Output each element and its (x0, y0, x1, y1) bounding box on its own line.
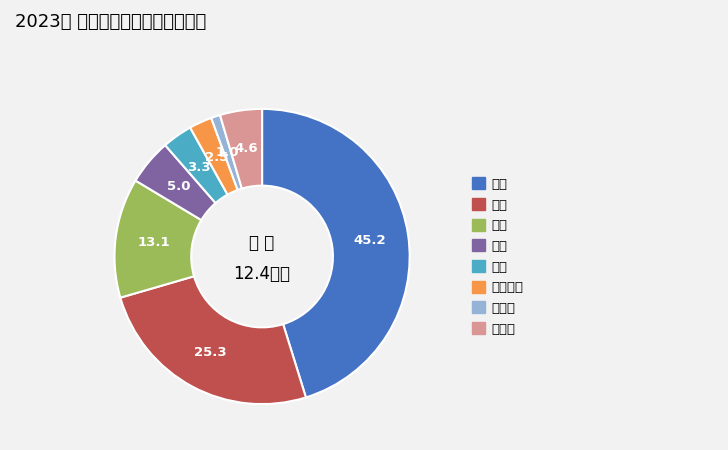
Wedge shape (262, 109, 410, 397)
Text: 5.0: 5.0 (167, 180, 190, 193)
Text: 総 額: 総 額 (250, 234, 274, 252)
Wedge shape (120, 276, 306, 404)
Text: 12.4億円: 12.4億円 (234, 265, 290, 283)
Text: 25.3: 25.3 (194, 346, 226, 359)
Text: 3.3: 3.3 (188, 161, 211, 174)
Wedge shape (211, 115, 242, 190)
Wedge shape (135, 145, 215, 220)
Wedge shape (114, 180, 202, 298)
Text: 1.0: 1.0 (216, 146, 240, 159)
Text: 2.5: 2.5 (205, 151, 228, 164)
Text: 4.6: 4.6 (234, 142, 258, 155)
Text: 2023年 輸出相手国のシェア（％）: 2023年 輸出相手国のシェア（％） (15, 14, 206, 32)
Text: 13.1: 13.1 (138, 236, 170, 249)
Legend: 台湾, 米国, 中国, 香港, 豪州, ベトナム, カナダ, その他: 台湾, 米国, 中国, 香港, 豪州, ベトナム, カナダ, その他 (472, 177, 523, 336)
Wedge shape (165, 128, 228, 203)
Wedge shape (190, 118, 237, 195)
Text: 45.2: 45.2 (354, 234, 387, 247)
Wedge shape (220, 109, 262, 189)
